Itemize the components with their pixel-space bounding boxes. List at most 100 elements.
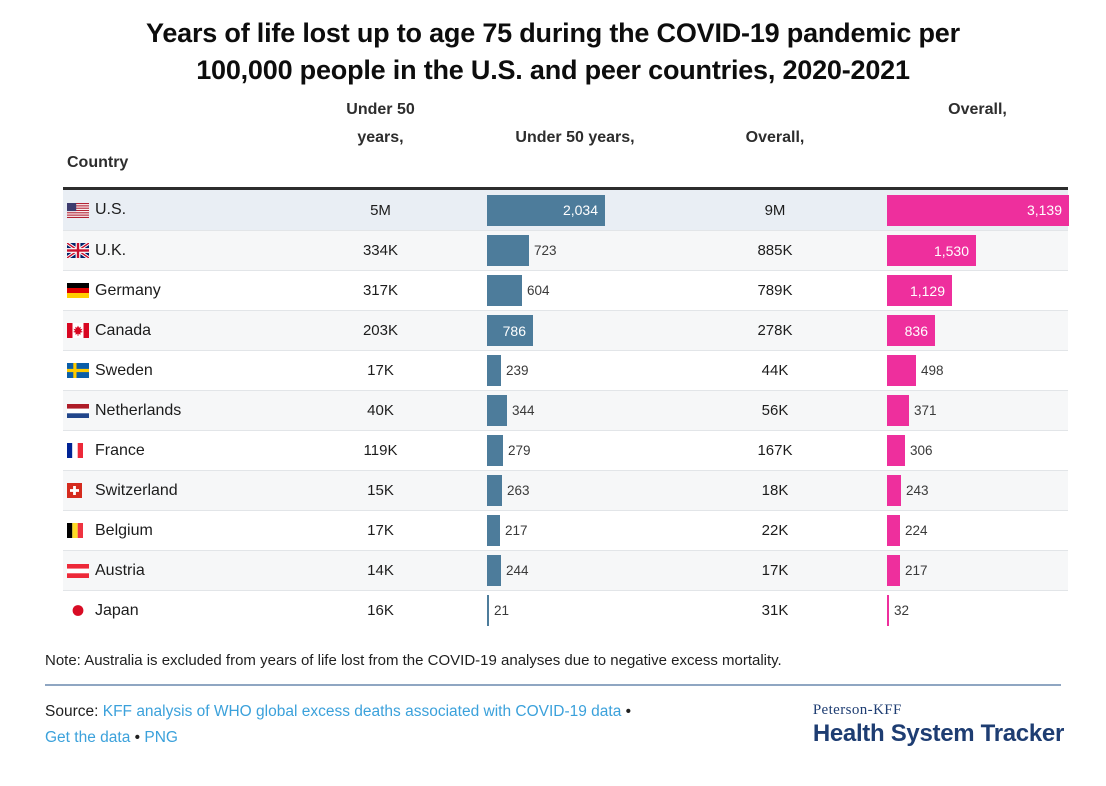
country-cell: U.S.	[63, 201, 300, 219]
overall-bar-cell: 1,530	[887, 231, 1068, 270]
overall-bar-cell: 32	[887, 591, 1068, 630]
country-label: France	[95, 441, 145, 459]
under50-rate-label-outside: 21	[494, 603, 510, 618]
logo-peterson-kff: Peterson-KFF	[812, 702, 902, 718]
under50-total-value: 119K	[363, 442, 398, 459]
source-block: Source: KFF analysis of WHO global exces…	[45, 699, 631, 751]
overall-total-value: 9M	[764, 201, 786, 219]
under50-rate-label-outside: 217	[505, 523, 528, 538]
under50-rate-bar	[487, 475, 502, 506]
source-separator-2: •	[134, 729, 141, 746]
flag-icon	[67, 523, 90, 538]
under50-rate-bar	[487, 395, 507, 426]
overall-rate-bar	[887, 475, 901, 506]
under50-total-value: 14K	[367, 562, 394, 579]
country-cell: France	[63, 442, 300, 460]
country-label: Germany	[95, 281, 161, 299]
health-system-tracker-logo: Peterson-KFF Health System Tracker	[813, 699, 1064, 751]
overall-total-value: 885K	[757, 242, 793, 259]
country-label: Japan	[95, 601, 139, 619]
overall-rate-bar	[887, 515, 900, 546]
under50-total-value: 16K	[367, 602, 394, 619]
table-row: Netherlands 40K 344 56K 371	[63, 390, 1068, 430]
country-cell: U.K.	[63, 242, 300, 260]
flag-icon	[67, 403, 90, 418]
overall-bar-cell: 371	[887, 391, 1068, 430]
flag-icon	[67, 483, 90, 498]
get-the-data-link[interactable]: Get the data	[45, 729, 131, 746]
under50-rate-bar	[487, 435, 503, 466]
overall-total-value: 167K	[757, 442, 793, 459]
table-row: Austria 14K 244 17K 217	[63, 550, 1068, 590]
logo-health-system-tracker: Health System Tracker	[812, 720, 1064, 747]
table-row: Canada 203K 786 278K 836	[63, 310, 1068, 350]
overall-rate-label-outside: 32	[894, 603, 910, 618]
overall-rate-label-inside: 836	[904, 322, 928, 339]
png-link[interactable]: PNG	[144, 729, 178, 746]
overall-rate-bar: 1,530	[887, 235, 976, 266]
table-header: Country Under 50 years, Under 50 years, …	[63, 91, 1068, 187]
overall-total-value: 278K	[757, 322, 793, 339]
country-label: Sweden	[95, 361, 153, 379]
under50-rate-label-inside: 2,034	[562, 202, 598, 218]
overall-total-value: 789K	[757, 282, 793, 299]
note-text: Note: Australia is excluded from years o…	[45, 652, 782, 669]
overall-total-value: 44K	[761, 362, 789, 379]
under50-bar-cell: 21	[487, 591, 663, 630]
overall-rate-bar: 3,139	[887, 194, 1069, 226]
under50-bar-cell: 723	[487, 231, 663, 270]
overall-rate-label-inside: 1,530	[933, 242, 969, 259]
source-link-kff-analysis[interactable]: KFF analysis of WHO global excess deaths…	[102, 703, 622, 720]
overall-rate-bar: 836	[887, 315, 935, 346]
overall-bar-cell: 224	[887, 511, 1068, 550]
under50-bar-cell: 2,034	[487, 190, 663, 230]
overall-total-value: 22K	[761, 522, 789, 539]
overall-rate-bar	[887, 595, 889, 626]
flag-icon	[67, 243, 90, 258]
overall-bar-cell: 306	[887, 431, 1068, 470]
under50-rate-bar: 786	[487, 315, 533, 346]
under50-rate-label-outside: 723	[534, 243, 557, 258]
under50-bar-cell: 279	[487, 431, 663, 470]
under50-rate-bar	[487, 595, 489, 626]
header-under50-total: Under 50 years,	[346, 101, 415, 146]
under50-rate-label-outside: 263	[507, 483, 530, 498]
country-cell: Switzerland	[63, 482, 300, 500]
chart-title-line1: Years of life lost up to age 75 during t…	[146, 18, 960, 48]
under50-rate-label-outside: 279	[508, 443, 531, 458]
country-label: Netherlands	[95, 401, 182, 419]
country-cell: Canada	[63, 322, 300, 340]
footer-divider	[45, 684, 1061, 686]
under50-total-value: 17K	[367, 362, 394, 379]
overall-total-value: 31K	[761, 602, 789, 619]
source-separator-1: •	[625, 703, 632, 720]
overall-rate-label-outside: 224	[905, 523, 928, 538]
overall-rate-bar	[887, 435, 905, 466]
overall-bar-cell: 3,139	[887, 190, 1069, 230]
country-cell: Netherlands	[63, 402, 300, 420]
table-row: Japan 16K 21 31K 32	[63, 590, 1068, 630]
chart-title: Years of life lost up to age 75 during t…	[0, 0, 1106, 89]
table-body: U.S. 5M 2,034 9M 3,139 U.K. 3	[63, 187, 1069, 630]
overall-rate-label-inside: 1,129	[909, 282, 945, 299]
overall-bar-cell: 243	[887, 471, 1068, 510]
overall-total-value: 56K	[761, 402, 789, 419]
under50-total-value: 317K	[362, 282, 399, 299]
table-row: Switzerland 15K 263 18K 243	[63, 470, 1068, 510]
overall-rate-label-outside: 371	[914, 403, 937, 418]
table-row: U.K. 334K 723 885K 1,530	[63, 230, 1068, 270]
overall-rate-bar	[887, 555, 900, 586]
under50-rate-label-inside: 786	[502, 322, 526, 339]
under50-total-value: 15K	[367, 482, 394, 499]
flag-icon	[67, 283, 90, 298]
under50-rate-label-outside: 244	[506, 563, 529, 578]
under50-rate-label-outside: 239	[506, 363, 529, 378]
flag-icon	[67, 202, 90, 218]
overall-bar-cell: 498	[887, 351, 1068, 390]
country-label: Austria	[95, 561, 145, 579]
flag-icon	[67, 323, 90, 338]
country-cell: Austria	[63, 562, 300, 580]
header-country: Country	[67, 154, 129, 171]
header-overall-total: Overall,	[745, 129, 805, 146]
